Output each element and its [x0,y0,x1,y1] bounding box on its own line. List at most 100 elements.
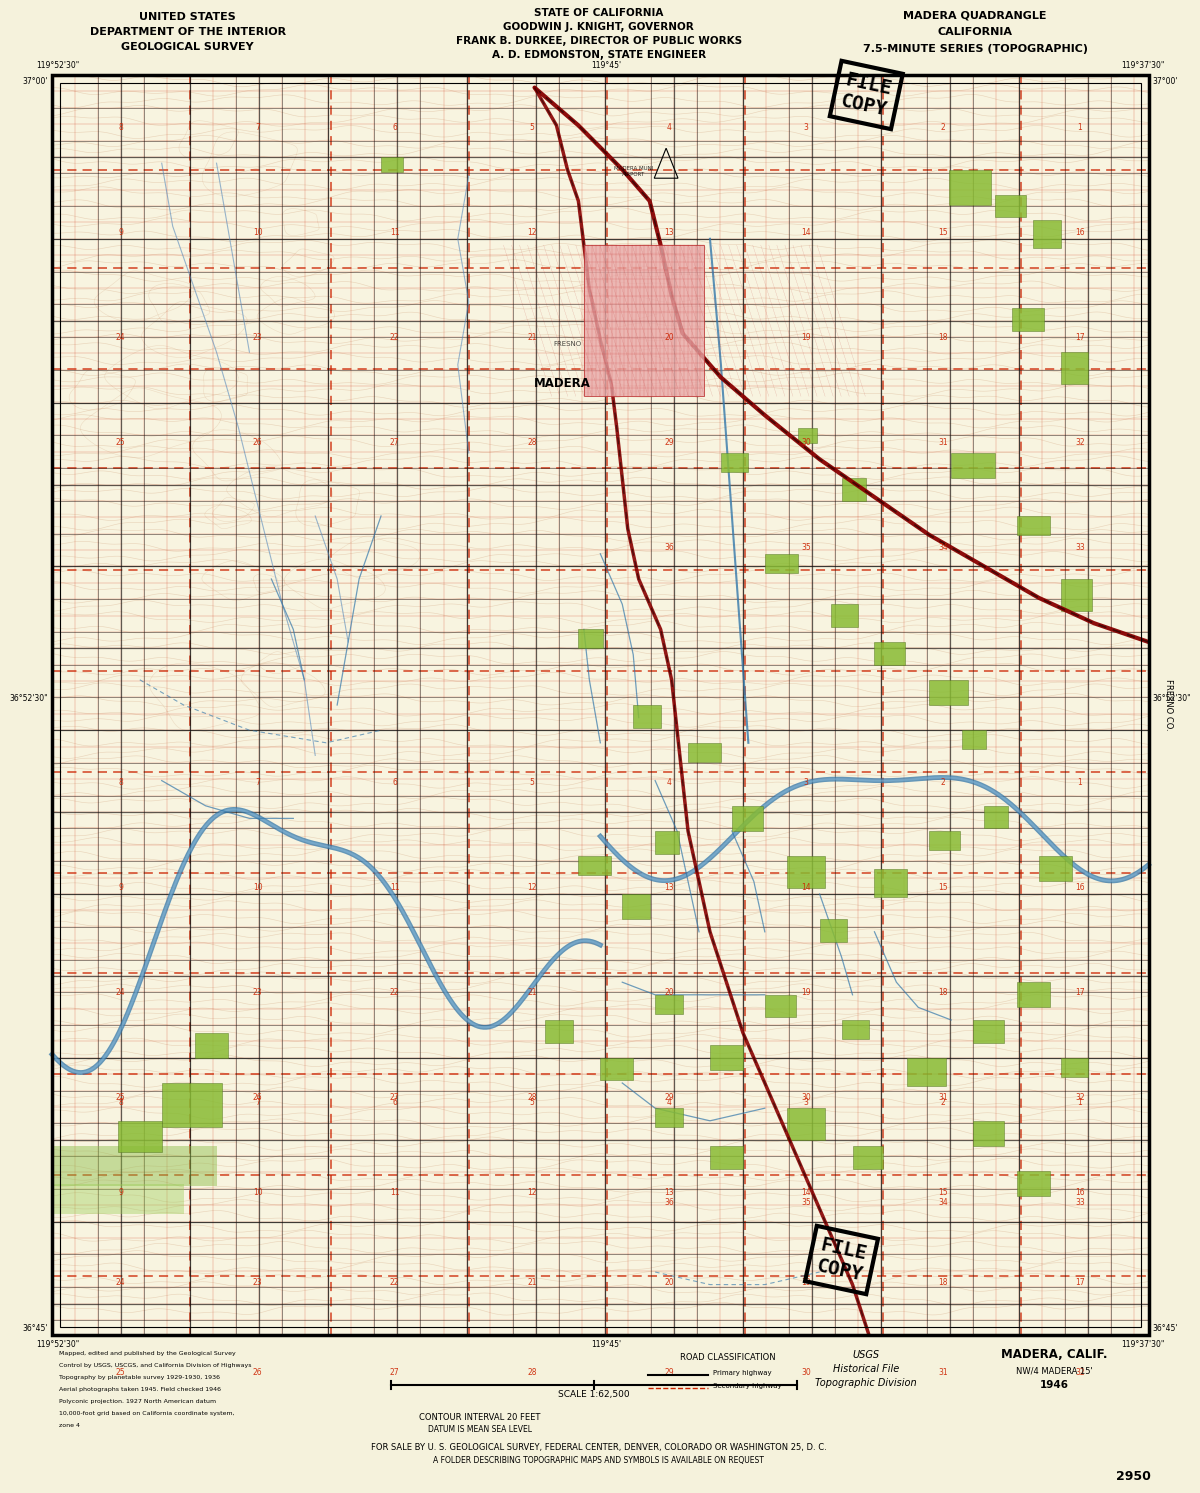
Bar [984,806,1008,829]
Bar [584,245,704,396]
Text: 22: 22 [390,988,400,997]
Text: 21: 21 [527,333,536,342]
Bar [820,920,847,942]
Text: 3: 3 [804,122,809,131]
Text: 1: 1 [1078,122,1082,131]
Text: CONTOUR INTERVAL 20 FEET: CONTOUR INTERVAL 20 FEET [419,1412,541,1421]
Text: 31: 31 [938,437,948,446]
Bar [929,679,967,705]
Text: 19: 19 [802,333,811,342]
Text: 15: 15 [938,884,948,893]
Text: 32: 32 [1075,1368,1085,1378]
Text: 2: 2 [941,122,946,131]
Text: 19: 19 [802,988,811,997]
Text: 3: 3 [804,1099,809,1108]
Text: 5: 5 [529,122,534,131]
Text: 15: 15 [938,1188,948,1197]
Bar [787,855,826,888]
Text: Topographic Division: Topographic Division [816,1378,917,1388]
Text: 18: 18 [938,1278,948,1287]
Text: 14: 14 [802,228,811,237]
Text: 28: 28 [527,1368,536,1378]
Text: Topography by planetable survey 1929-1930, 1936: Topography by planetable survey 1929-193… [59,1375,220,1380]
Text: 30: 30 [802,1093,811,1102]
Text: 30: 30 [802,1368,811,1378]
Text: 26: 26 [253,1368,263,1378]
Text: 9: 9 [118,884,124,893]
Text: 37°00': 37°00' [23,76,48,85]
Text: A FOLDER DESCRIBING TOPOGRAPHIC MAPS AND SYMBOLS IS AVAILABLE ON REQUEST: A FOLDER DESCRIBING TOPOGRAPHIC MAPS AND… [433,1456,764,1465]
Text: 33: 33 [1075,543,1085,552]
Text: STATE OF CALIFORNIA: STATE OF CALIFORNIA [534,7,664,18]
Text: 29: 29 [664,1368,673,1378]
Text: 16: 16 [1075,884,1085,893]
Text: FILE
COPY: FILE COPY [839,70,894,119]
Text: MADERA MUNI
AIRPORT: MADERA MUNI AIRPORT [613,166,653,176]
Text: 18: 18 [938,333,948,342]
Text: 10: 10 [253,228,263,237]
Text: 22: 22 [390,1278,400,1287]
Text: MADERA, CALIF.: MADERA, CALIF. [1001,1348,1108,1362]
Text: 119°37'30": 119°37'30" [1122,61,1165,70]
Text: Aerial photographs taken 1945. Field checked 1946: Aerial photographs taken 1945. Field che… [59,1387,221,1391]
Text: 21: 21 [527,988,536,997]
Text: DATUM IS MEAN SEA LEVEL: DATUM IS MEAN SEA LEVEL [428,1424,532,1433]
Text: 7: 7 [256,778,260,787]
Text: 11: 11 [390,228,400,237]
Text: 37°00': 37°00' [1152,76,1178,85]
Bar [710,1147,743,1169]
Bar [52,75,1148,1335]
Text: 20: 20 [664,988,673,997]
Bar [798,428,817,443]
Bar [721,452,749,472]
Bar [655,1108,683,1127]
Text: 36°52'30": 36°52'30" [10,694,48,703]
Bar [732,806,763,832]
Text: FOR SALE BY U. S. GEOLOGICAL SURVEY, FEDERAL CENTER, DENVER, COLORADO OR WASHING: FOR SALE BY U. S. GEOLOGICAL SURVEY, FED… [371,1444,827,1453]
Text: 32: 32 [1075,437,1085,446]
Text: 16: 16 [1075,1188,1085,1197]
Bar [1033,219,1061,248]
Text: 14: 14 [802,884,811,893]
Text: 35: 35 [802,543,811,552]
Text: 2950: 2950 [1116,1471,1151,1483]
Bar [875,642,905,664]
Text: Historical File: Historical File [833,1365,900,1374]
Bar [949,170,991,205]
Text: A. D. EDMONSTON, STATE ENGINEER: A. D. EDMONSTON, STATE ENGINEER [492,49,706,60]
Text: UNITED STATES: UNITED STATES [139,12,236,22]
Text: 4: 4 [666,122,671,131]
Text: USGS: USGS [853,1350,880,1360]
Text: 27: 27 [390,437,400,446]
Text: DEPARTMENT OF THE INTERIOR: DEPARTMENT OF THE INTERIOR [90,27,286,37]
Text: 34: 34 [938,543,948,552]
Text: 26: 26 [253,437,263,446]
Text: 25: 25 [115,1093,126,1102]
Text: 4: 4 [666,778,671,787]
Text: 10: 10 [253,1188,263,1197]
Text: SCALE 1:62,500: SCALE 1:62,500 [558,1390,630,1399]
Bar [764,554,798,573]
Text: 12: 12 [527,1188,536,1197]
Text: FILE
COPY: FILE COPY [815,1235,869,1285]
Text: 5: 5 [529,1099,534,1108]
Text: 17: 17 [1075,1278,1085,1287]
Bar [600,1059,634,1081]
Text: 17: 17 [1075,333,1085,342]
Text: 11: 11 [390,884,400,893]
Text: 33: 33 [1075,1199,1085,1208]
Text: 31: 31 [938,1093,948,1102]
Text: zone 4: zone 4 [59,1423,80,1427]
Bar [830,605,858,627]
Text: FRANK B. DURKEE, DIRECTOR OF PUBLIC WORKS: FRANK B. DURKEE, DIRECTOR OF PUBLIC WORK… [456,36,742,46]
Text: FRESNO CO.: FRESNO CO. [1164,679,1172,730]
Bar [973,1020,1004,1042]
Text: 7: 7 [256,122,260,131]
Text: 9: 9 [118,1188,124,1197]
Text: 23: 23 [253,1278,263,1287]
Text: 119°52'30": 119°52'30" [36,61,79,70]
Text: 16: 16 [1075,228,1085,237]
Text: 10,000-foot grid based on California coordinate system,: 10,000-foot grid based on California coo… [59,1411,235,1415]
Text: 30: 30 [802,437,811,446]
Text: 10: 10 [253,884,263,893]
